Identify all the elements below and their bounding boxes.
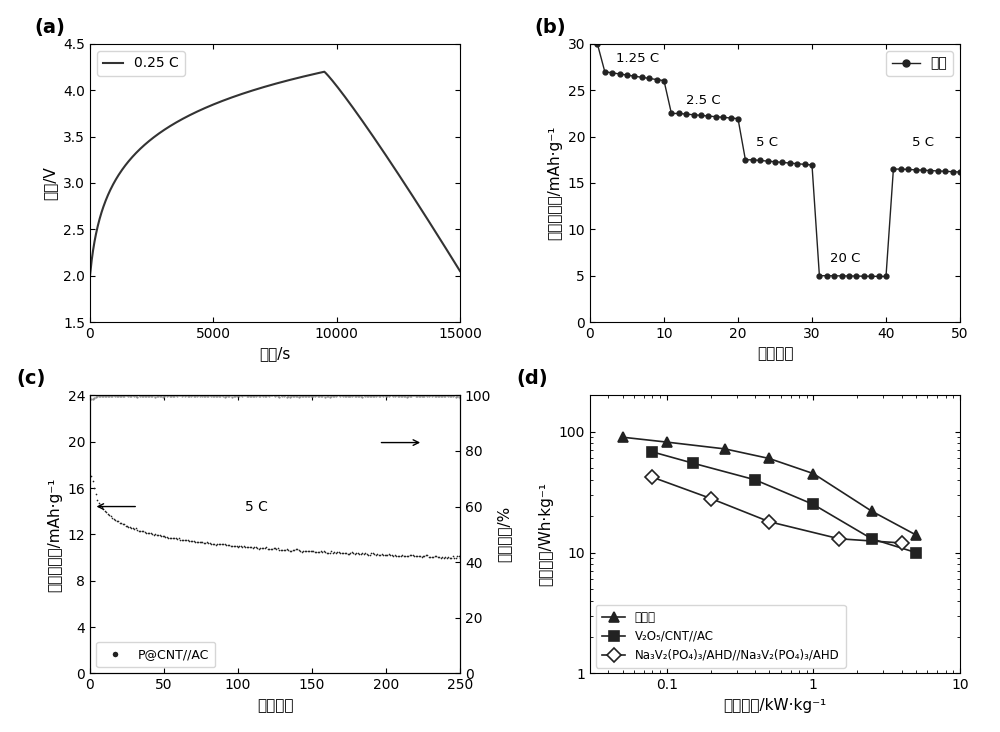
V₂O₅/CNT//AC [749, 475, 761, 484]
V₂O₅/CNT//AC [910, 548, 922, 557]
Text: 2.5 C: 2.5 C [686, 94, 721, 107]
本发明 [866, 507, 878, 515]
Line: Na₃V₂(PO₄)₃/AHD//Na₃V₂(PO₄)₃/AHD: Na₃V₂(PO₄)₃/AHD//Na₃V₂(PO₄)₃/AHD [648, 472, 907, 548]
Y-axis label: 库伦效率/%: 库伦效率/% [497, 507, 512, 562]
X-axis label: 循环次数: 循环次数 [757, 346, 793, 362]
Text: (b): (b) [534, 18, 566, 37]
X-axis label: 时间/s: 时间/s [259, 346, 291, 362]
X-axis label: 循环次数: 循环次数 [257, 698, 293, 713]
Y-axis label: 放电比容量/mAh·g⁻¹: 放电比容量/mAh·g⁻¹ [547, 126, 562, 240]
Line: V₂O₅/CNT//AC: V₂O₅/CNT//AC [648, 447, 921, 557]
Y-axis label: 电压/V: 电压/V [43, 166, 58, 200]
V₂O₅/CNT//AC [807, 500, 819, 509]
本发明 [719, 444, 731, 453]
Y-axis label: 放电比容量/mAh·g⁻¹: 放电比容量/mAh·g⁻¹ [47, 477, 62, 591]
Y-axis label: 能量密度/Wh·kg⁻¹: 能量密度/Wh·kg⁻¹ [538, 482, 553, 586]
Na₃V₂(PO₄)₃/AHD//Na₃V₂(PO₄)₃/AHD [705, 494, 717, 503]
Na₃V₂(PO₄)₃/AHD//Na₃V₂(PO₄)₃/AHD [896, 539, 908, 548]
Text: (d): (d) [516, 369, 548, 388]
Text: 5 C: 5 C [757, 136, 778, 149]
V₂O₅/CNT//AC [646, 447, 658, 456]
Na₃V₂(PO₄)₃/AHD//Na₃V₂(PO₄)₃/AHD [763, 518, 775, 526]
本发明 [807, 469, 819, 478]
Legend: 本发明, V₂O₅/CNT//AC, Na₃V₂(PO₄)₃/AHD//Na₃V₂(PO₄)₃/AHD: 本发明, V₂O₅/CNT//AC, Na₃V₂(PO₄)₃/AHD//Na₃V… [596, 605, 846, 668]
Line: 本发明: 本发明 [618, 433, 921, 539]
Text: 20 C: 20 C [830, 252, 861, 265]
本发明 [910, 531, 922, 539]
Text: 5 C: 5 C [245, 500, 268, 514]
Na₃V₂(PO₄)₃/AHD//Na₃V₂(PO₄)₃/AHD [833, 534, 845, 543]
Legend: 0.25 C: 0.25 C [97, 51, 185, 76]
X-axis label: 功率密度/kW·kg⁻¹: 功率密度/kW·kg⁻¹ [723, 698, 827, 713]
Text: (a): (a) [35, 18, 65, 37]
Na₃V₂(PO₄)₃/AHD//Na₃V₂(PO₄)₃/AHD [646, 473, 658, 482]
Legend: P@CNT//AC: P@CNT//AC [96, 642, 215, 667]
Text: 1.25 C: 1.25 C [616, 53, 659, 65]
Legend: 倍率: 倍率 [886, 51, 953, 76]
本发明 [661, 438, 673, 447]
V₂O₅/CNT//AC [687, 459, 699, 468]
Text: 5 C: 5 C [912, 136, 934, 149]
本发明 [617, 433, 629, 441]
Text: (c): (c) [16, 369, 45, 388]
V₂O₅/CNT//AC [866, 534, 878, 543]
本发明 [763, 454, 775, 463]
